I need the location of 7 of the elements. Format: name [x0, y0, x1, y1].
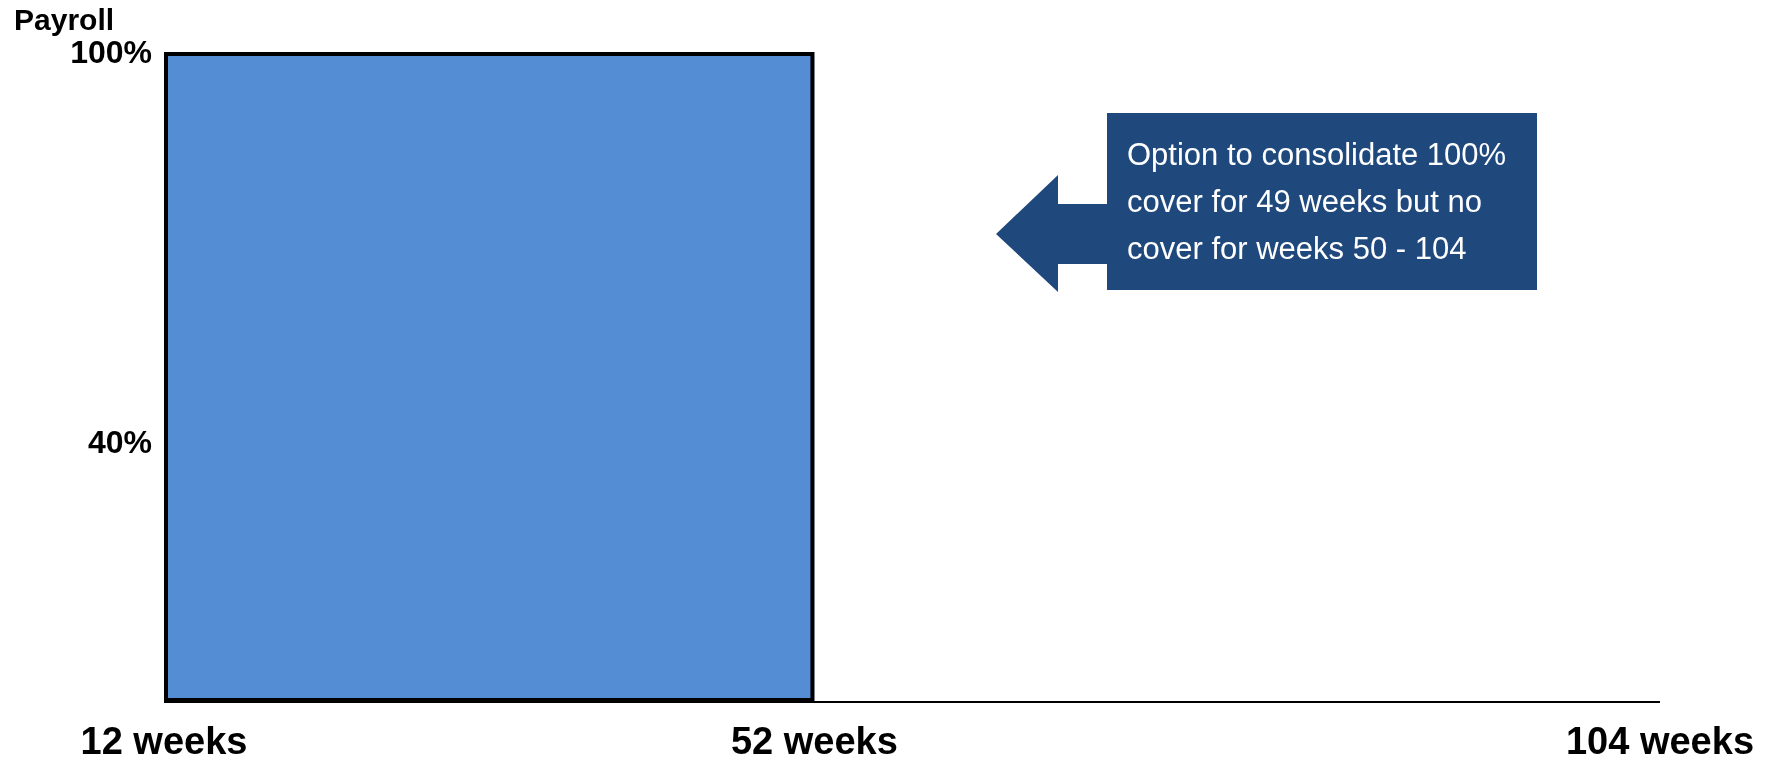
- x-tick-label: 104 weeks: [1565, 720, 1755, 762]
- y-tick-label: 100%: [70, 34, 152, 70]
- y-axis-title: Payroll: [14, 3, 115, 36]
- annotation: Option to consolidate 100% cover for 49 weeks but no cover for weeks 50 - 104: [1107, 113, 1537, 290]
- y-tick-label: 40%: [87, 424, 152, 460]
- x-tick-label: 52 weeks: [730, 720, 898, 762]
- x-tick-label: 12 weeks: [80, 720, 248, 762]
